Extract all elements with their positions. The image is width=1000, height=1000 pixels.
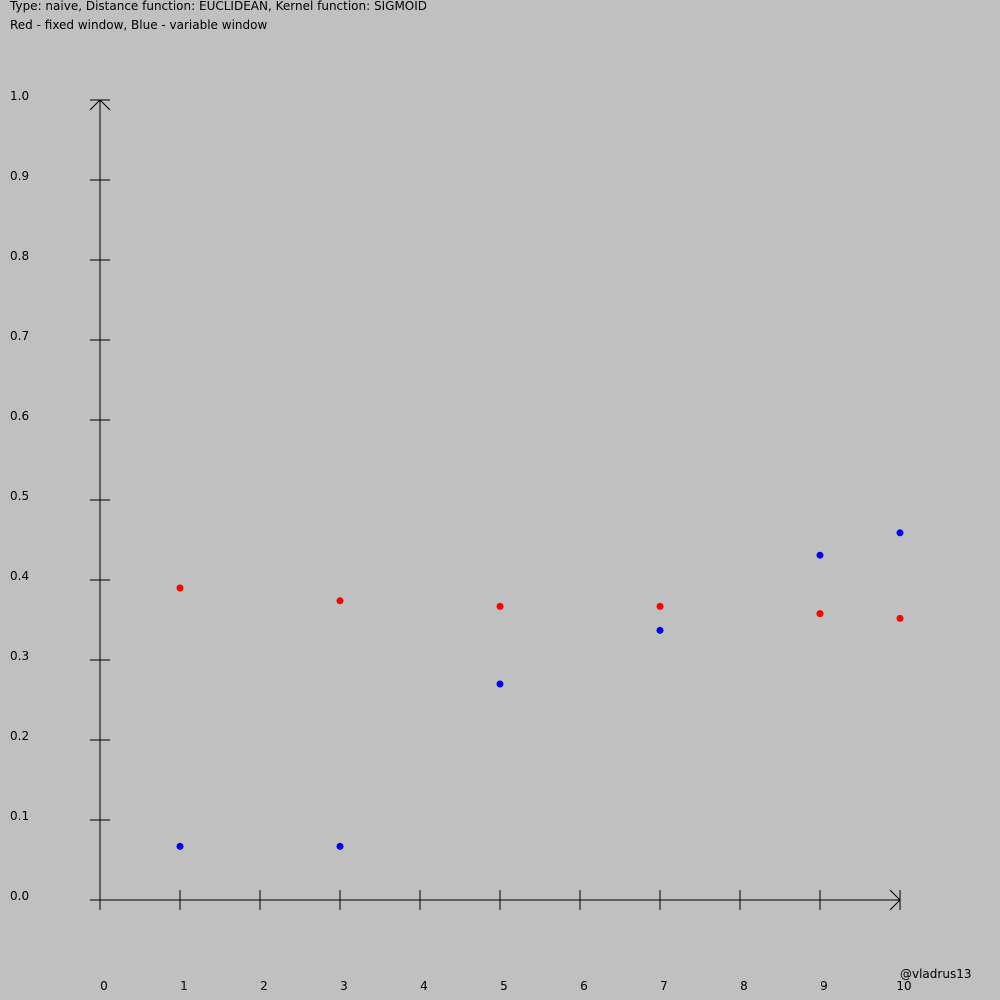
x-axis-ticks: 0 1 2 3 4 5 6 7 8 9 10 — [99, 890, 912, 993]
y-tick-label: 0.9 — [10, 169, 29, 183]
x-tick-label: 10 — [896, 979, 911, 993]
author-credit: @vladrus13 — [900, 967, 972, 981]
x-tick-label: 2 — [260, 979, 268, 993]
data-points — [176, 529, 904, 850]
fixed-window-point — [896, 614, 904, 622]
fixed-window-point — [336, 597, 344, 605]
y-tick-label: 0.6 — [10, 409, 29, 423]
x-tick-label: 4 — [420, 979, 428, 993]
caption-line-2: Red - fixed window, Blue - variable wind… — [10, 18, 268, 32]
variable-window-point — [176, 842, 184, 850]
y-tick-label: 0.0 — [10, 889, 29, 903]
fixed-window-point — [496, 602, 504, 610]
y-axis-ticks: 0.0 0.1 0.2 0.3 0.4 0.5 0.6 0.7 0.8 0.9 1.0 — [10, 89, 110, 903]
variable-window-point — [816, 551, 824, 559]
x-tick-label: 8 — [740, 979, 748, 993]
y-tick-label: 0.3 — [10, 649, 29, 663]
axes — [89, 99, 901, 911]
y-tick-label: 1.0 — [10, 89, 29, 103]
y-tick-label: 0.2 — [10, 729, 29, 743]
x-tick-label: 1 — [180, 979, 188, 993]
variable-window-point — [656, 626, 664, 634]
y-tick-label: 0.7 — [10, 329, 29, 343]
variable-window-point — [336, 842, 344, 850]
fixed-window-point — [816, 610, 824, 618]
y-tick-label: 0.1 — [10, 809, 29, 823]
fixed-window-point — [656, 602, 664, 610]
caption-line-1: Type: naive, Distance function: EUCLIDEA… — [10, 0, 428, 13]
y-tick-label: 0.4 — [10, 569, 29, 583]
y-tick-label: 0.8 — [10, 249, 29, 263]
x-tick-label: 3 — [340, 979, 348, 993]
variable-window-point — [896, 529, 904, 537]
y-tick-label: 0.5 — [10, 489, 29, 503]
x-tick-label: 5 — [500, 979, 508, 993]
x-tick-label: 7 — [660, 979, 668, 993]
fixed-window-point — [176, 584, 184, 592]
x-tick-label: 6 — [580, 979, 588, 993]
x-tick-label: 0 — [100, 979, 108, 993]
x-tick-label: 9 — [820, 979, 828, 993]
variable-window-point — [496, 680, 504, 688]
